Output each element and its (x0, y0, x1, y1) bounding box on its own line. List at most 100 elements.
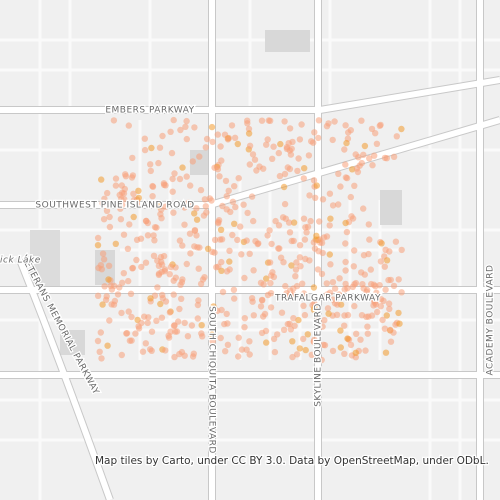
incident-dot (347, 341, 355, 349)
incident-dot (372, 283, 379, 290)
incident-dot (363, 288, 370, 296)
incident-dot (154, 284, 161, 291)
incident-dot (189, 158, 196, 165)
incident-dot (363, 313, 370, 320)
incident-dot (341, 312, 348, 319)
incident-dot (119, 279, 126, 286)
incident-dot (373, 140, 381, 147)
incident-dot (367, 266, 374, 273)
incident-dot (101, 283, 108, 290)
incident-dot (269, 155, 276, 162)
incident-dot (333, 311, 341, 318)
incident-dot (147, 167, 154, 175)
incident-dot (244, 209, 251, 217)
incident-dot (123, 330, 130, 337)
incident-dot (162, 298, 170, 305)
incident-dot (149, 193, 156, 200)
incident-dot (285, 140, 292, 147)
incident-dot (381, 154, 389, 162)
incident-dot (151, 237, 158, 244)
incident-dot (217, 143, 224, 150)
incident-dot (396, 320, 403, 327)
incident-dot (302, 346, 309, 354)
incident-dot (275, 222, 283, 229)
incident-dot (329, 296, 337, 303)
incident-dot (264, 232, 271, 239)
incident-dot (300, 302, 307, 309)
incident-dot (191, 227, 198, 234)
incident-dot (132, 330, 139, 337)
incident-dot (335, 291, 343, 298)
incident-dot (353, 330, 360, 337)
incident-dot (337, 183, 344, 190)
incident-dot (392, 238, 400, 245)
incident-dot (229, 231, 236, 239)
incident-dot (365, 221, 372, 228)
incident-dot (258, 296, 266, 304)
incident-dot (193, 205, 200, 212)
incident-dot (122, 171, 129, 178)
incident-dot (288, 145, 295, 152)
incident-dot (301, 311, 309, 319)
incident-dot (176, 305, 183, 313)
incident-dot (224, 136, 232, 143)
incident-dot (133, 256, 140, 264)
incident-dot (290, 237, 297, 245)
incident-dot (360, 151, 367, 158)
incident-dot (307, 217, 314, 225)
incident-dot (219, 288, 227, 296)
incident-dot (118, 351, 126, 359)
incident-dot (288, 262, 295, 269)
incident-dot (368, 125, 376, 133)
incident-dot (111, 297, 119, 305)
incident-dot (314, 266, 322, 273)
incident-dot (297, 263, 304, 270)
incident-dot (342, 240, 349, 247)
incident-dot (290, 219, 298, 226)
incident-dot (289, 338, 296, 345)
incident-dot (103, 207, 111, 214)
incident-dot (120, 231, 128, 238)
incident-dot (222, 177, 230, 185)
incident-dot (334, 301, 341, 308)
incident-dot (364, 323, 371, 330)
incident-dot (115, 202, 122, 210)
incident-dot (278, 309, 286, 316)
incident-dot (308, 351, 315, 358)
incident-dot (381, 263, 388, 270)
incident-dot (337, 344, 344, 351)
incident-dot (169, 188, 176, 195)
incident-dot (304, 331, 311, 338)
incident-dot (130, 213, 137, 221)
incident-dot (336, 275, 343, 282)
road-label: SOUTHWEST PINE ISLAND ROAD (35, 201, 194, 211)
incident-dot (234, 140, 241, 148)
incident-dot (201, 196, 209, 203)
incident-dot (296, 136, 304, 143)
incident-dot (179, 242, 186, 249)
incident-dot (310, 139, 317, 146)
incident-dot (211, 236, 219, 244)
incident-dot (264, 136, 271, 143)
incident-dot (125, 308, 132, 315)
incident-dot (187, 182, 194, 189)
incident-dot (94, 242, 102, 249)
incident-dot (244, 120, 251, 127)
incident-dot (282, 282, 289, 290)
incident-dot (147, 161, 154, 168)
incident-dot (313, 182, 320, 189)
incident-dot (147, 295, 154, 302)
incident-dot (263, 339, 270, 346)
incident-dot (183, 173, 190, 180)
incident-dot (387, 326, 394, 334)
incident-dot (325, 120, 332, 127)
incident-dot (275, 149, 282, 157)
incident-dot (351, 182, 358, 189)
incident-dot (249, 151, 257, 158)
incident-dot (290, 291, 297, 298)
incident-dot (222, 348, 229, 355)
incident-dot (364, 330, 371, 337)
incident-dot (329, 347, 337, 355)
incident-dot (319, 196, 327, 203)
